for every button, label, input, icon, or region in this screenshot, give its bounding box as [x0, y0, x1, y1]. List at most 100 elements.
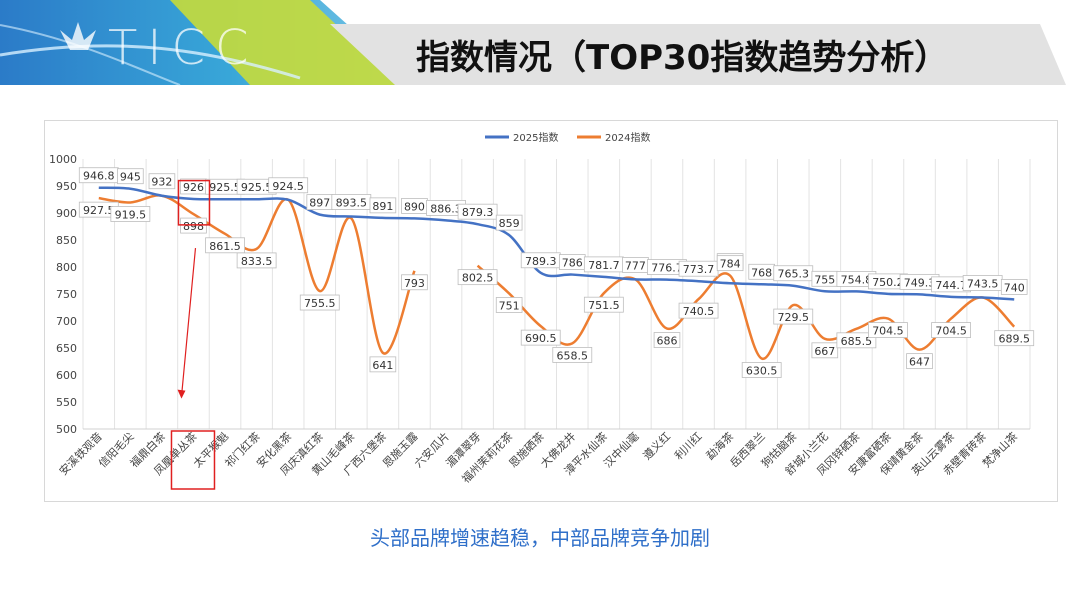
logo-leaf-icon: [60, 22, 96, 50]
data-label-text: 751.5: [588, 299, 620, 312]
y-tick-label: 700: [56, 315, 77, 328]
data-label-text: 754.8: [841, 273, 873, 286]
data-label-2024: 704.5: [931, 322, 971, 338]
data-label-text: 924.5: [272, 180, 304, 193]
data-label-text: 781.7: [588, 259, 620, 272]
data-label-2025: 777: [622, 257, 649, 273]
data-label-text: 893.5: [336, 197, 368, 210]
data-label-text: 740: [1004, 281, 1025, 294]
data-label-2025: 773.7: [678, 260, 719, 277]
data-label-2025: 925.5: [236, 178, 277, 195]
data-label-text: 886.3: [430, 202, 462, 215]
data-label-2025: 924.5: [268, 177, 309, 194]
data-label-text: 789.3: [525, 255, 557, 268]
banner-green-band: [170, 0, 400, 85]
data-label-text: 927.5: [83, 204, 115, 217]
x-tick-label: 汉中仙毫: [601, 429, 642, 470]
y-tick-label: 650: [56, 342, 77, 355]
data-label-2025: 932: [148, 173, 176, 190]
data-label-box: [148, 173, 176, 190]
x-tick-label: 利川红: [672, 430, 705, 463]
chart-caption: 头部品牌增速趋稳，中部品牌竞争加剧: [370, 526, 710, 550]
banner-gray-band: [330, 24, 1066, 85]
highlight-box-label: [170, 430, 216, 490]
data-label-box: [716, 255, 744, 272]
x-tick-label: 梵净山茶: [979, 429, 1020, 470]
data-label-2025: 789.3: [520, 252, 561, 269]
data-label-box: [401, 274, 428, 291]
data-label-box: [236, 252, 277, 269]
data-label-text: 685.5: [841, 335, 873, 348]
data-label-box: [520, 329, 561, 346]
data-label-box: [457, 203, 498, 220]
data-label-2024: 740.5: [678, 302, 719, 319]
line-chart: 500 550 600 650 700 750 800 850 900 950 1000 安溪铁观音信…: [49, 131, 1035, 490]
data-label-box: [117, 168, 144, 185]
y-tick-label: 750: [56, 288, 77, 301]
data-label-2024: 833.5: [236, 252, 277, 269]
data-label-2024: 861.5: [205, 237, 245, 254]
data-label-box: [299, 294, 340, 311]
data-label-2025: 776.7: [647, 259, 687, 275]
y-tick-label: 900: [56, 207, 77, 220]
data-label-box: [495, 297, 523, 313]
y-tick-label: 950: [56, 180, 77, 193]
data-label-box: [205, 237, 245, 254]
data-label-box: [369, 197, 397, 214]
data-label-text: 932: [151, 176, 172, 189]
data-label-2025: 925.5: [205, 178, 245, 195]
data-label-text: 919.5: [115, 208, 147, 221]
data-label-2024: 689.5: [994, 330, 1035, 347]
data-label-text: 750.2: [872, 276, 904, 289]
data-label-2025: 859: [495, 214, 523, 231]
data-label-text: 704.5: [872, 325, 904, 338]
data-label-box: [268, 177, 309, 194]
arrow-down-icon: [177, 389, 186, 399]
data-label-text: 641: [372, 359, 393, 372]
data-label-box: [457, 269, 498, 286]
data-label-box: [906, 353, 933, 370]
data-label-text: 925.5: [241, 181, 273, 194]
data-label-box: [741, 362, 782, 378]
banner-curve-2: [0, 24, 181, 86]
data-label-2025: 891: [369, 197, 397, 214]
data-label-2025: 897: [306, 194, 334, 211]
data-label-2024: 647: [906, 353, 933, 370]
data-label-2025: 890: [401, 198, 428, 214]
data-label-2024: 686: [653, 332, 681, 348]
x-tick-label: 遵义红: [640, 429, 673, 462]
data-label-2024: 784: [716, 255, 744, 272]
legend-label: 2025指数: [513, 131, 558, 144]
data-label-box: [678, 302, 719, 319]
header-banner: [0, 0, 1066, 86]
data-label-box: [552, 347, 593, 363]
data-label-text: 755.5: [304, 297, 336, 310]
data-label-box: [931, 322, 971, 338]
data-label-2025: 755: [811, 270, 839, 287]
data-label-box: [653, 332, 681, 348]
data-label-text: 667: [814, 345, 835, 358]
data-label-2024: 704.5: [868, 322, 908, 338]
data-label-text: 777: [625, 259, 646, 272]
highlight-annotation: [170, 179, 216, 490]
data-label-text: 833.5: [241, 255, 273, 268]
data-label-2025: 786: [558, 254, 586, 270]
data-label-text: 690.5: [525, 332, 557, 345]
data-label-text: 658.5: [557, 349, 589, 362]
data-label-box: [583, 296, 624, 313]
data-label-2024: 690.5: [520, 329, 561, 346]
data-label-text: 861.5: [209, 240, 241, 253]
data-label-box: [811, 342, 839, 359]
data-label-text: 946.8: [83, 170, 115, 183]
data-label-text: 786: [562, 257, 583, 270]
highlight-box-top: [177, 179, 211, 226]
data-label-text: 686: [656, 335, 677, 348]
y-tick-label: 1000: [49, 153, 77, 166]
x-axis-ticks: 安溪铁观音信阳毛尖福鼎白茶凤凰单丛茶太平猴魁祁门红茶安化黑茶凤庆滇红茶黄山毛峰茶…: [56, 429, 1020, 486]
data-label-2025: 926: [180, 178, 207, 195]
data-label-2024: 667: [811, 342, 839, 359]
data-label-text: 755: [814, 273, 835, 286]
banner-curve: [0, 44, 301, 80]
data-label-text: 704.5: [935, 325, 967, 338]
